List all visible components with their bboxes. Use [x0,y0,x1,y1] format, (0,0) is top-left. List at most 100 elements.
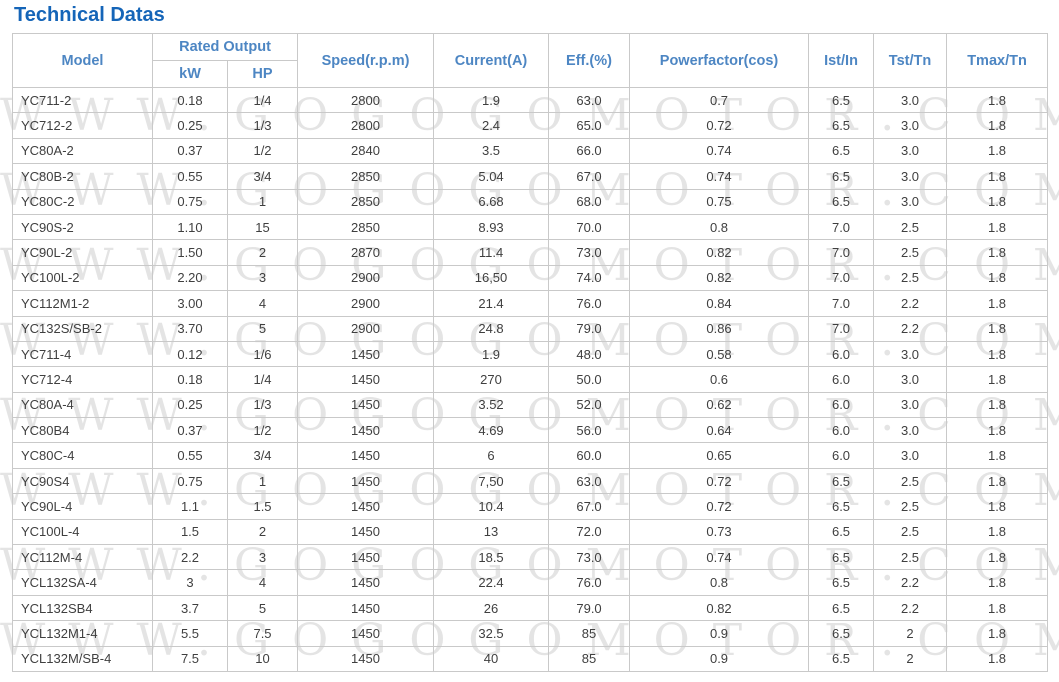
value-cell: 0.74 [629,137,810,165]
value-cell: 72.0 [548,518,631,546]
value-cell: 3.7 [152,594,228,622]
value-cell: 24.8 [433,315,550,342]
value-cell: 1.8 [946,188,1049,215]
value-cell: 1.8 [946,137,1049,165]
value-cell: 2.20 [152,264,228,292]
header-tst-tn: Tst/Tn [873,33,948,88]
model-cell: YCL132SA-4 [12,569,153,596]
value-cell: 5.04 [433,163,550,190]
value-cell: 6.5 [808,467,875,495]
value-cell: 1.8 [946,518,1049,546]
value-cell: 76.0 [548,569,631,596]
value-cell: 2850 [297,163,435,190]
value-cell: 0.84 [629,290,810,317]
value-cell: 3.0 [873,391,948,419]
value-cell: 2.2 [152,544,228,571]
table-row: YCL132M/SB-4 7.5 10 1450 40 85 0.9 6.5 2 1.8 [12,645,1049,672]
value-cell: 1450 [297,391,435,419]
value-cell: 1.8 [946,417,1049,444]
value-cell: 22.4 [433,569,550,596]
value-cell: 4 [226,569,299,596]
table-row: YC112M-4 2.2 3 1450 18.5 73.0 0.74 6.5 2.5 1.8 [12,544,1049,571]
model-cell: YC90L-2 [12,239,153,266]
table-row: YC90L-4 1.1 1.5 1450 10.4 67.0 0.72 6.5 2.5 1.8 [12,493,1049,520]
value-cell: 2 [873,645,948,672]
header-rated-output: Rated Output [151,33,299,61]
value-cell: 3.0 [873,188,948,215]
value-cell: 1.1 [152,493,228,520]
header-row-1: Model Rated Output Speed(r.p.m) Current(… [12,33,1049,88]
header-tmax-tn: Tmax/Tn [946,33,1049,88]
header-ist-in: Ist/In [808,33,875,88]
value-cell: 16,50 [433,264,550,292]
value-cell: 3.0 [873,366,948,393]
value-cell: 0.8 [629,213,810,241]
value-cell: 2.2 [873,594,948,622]
value-cell: 1450 [297,594,435,622]
header-powerfactor: Powerfactor(cos) [629,33,810,88]
value-cell: 6.5 [808,594,875,622]
value-cell: 0.37 [152,137,228,165]
value-cell: 1/2 [226,137,299,165]
value-cell: 1.5 [226,493,299,520]
value-cell: 2.2 [873,290,948,317]
value-cell: 0.25 [152,391,228,419]
value-cell: 32.5 [433,620,550,647]
model-cell: YC80A-2 [12,137,153,165]
value-cell: 63.0 [548,467,631,495]
header-eff: Eff.(%) [548,33,631,88]
value-cell: 0.9 [629,645,810,672]
value-cell: 3/4 [226,163,299,190]
value-cell: 21.4 [433,290,550,317]
value-cell: 0.82 [629,264,810,292]
value-cell: 1.8 [946,213,1049,241]
value-cell: 76.0 [548,290,631,317]
value-cell: 4.69 [433,417,550,444]
model-cell: YCL132SB4 [12,594,153,622]
model-cell: YC80C-4 [12,442,153,469]
value-cell: 2.5 [873,493,948,520]
model-cell: YC100L-2 [12,264,153,292]
value-cell: 2.5 [873,264,948,292]
value-cell: 65.0 [548,112,631,139]
value-cell: 67.0 [548,163,631,190]
value-cell: 0.9 [629,620,810,647]
value-cell: 2900 [297,315,435,342]
table-row: YC711-2 0.18 1/4 2800 1.9 63.0 0.7 6.5 3.0 1.8 [12,86,1049,114]
table-row: YC80B4 0.37 1/2 1450 4.69 56.0 0.64 6.0 3.0 1.8 [12,417,1049,444]
value-cell: 40 [433,645,550,672]
value-cell: 6.0 [808,391,875,419]
value-cell: 6.5 [808,569,875,596]
value-cell: 0.72 [629,467,810,495]
table-row: YC112M1-2 3.00 4 2900 21.4 76.0 0.84 7.0 2.2 1.8 [12,290,1049,317]
value-cell: 0.65 [629,442,810,469]
page-title: Technical Datas [14,4,165,26]
value-cell: 3.0 [873,137,948,165]
value-cell: 50.0 [548,366,631,393]
value-cell: 68.0 [548,188,631,215]
value-cell: 3.0 [873,163,948,190]
value-cell: 270 [433,366,550,393]
value-cell: 3.00 [152,290,228,317]
value-cell: 2.5 [873,518,948,546]
value-cell: 6.0 [808,417,875,444]
value-cell: 1450 [297,544,435,571]
value-cell: 7.5 [226,620,299,647]
value-cell: 74.0 [548,264,631,292]
value-cell: 3.0 [873,417,948,444]
model-cell: YC80B4 [12,417,153,444]
model-cell: YC712-4 [12,366,153,393]
value-cell: 1.9 [433,86,550,114]
value-cell: 60.0 [548,442,631,469]
value-cell: 2.2 [873,569,948,596]
value-cell: 1/4 [226,86,299,114]
value-cell: 0.72 [629,112,810,139]
value-cell: 66.0 [548,137,631,165]
table-row: YCL132M1-4 5.5 7.5 1450 32.5 85 0.9 6.5 2 1.8 [12,620,1049,647]
value-cell: 2800 [297,112,435,139]
value-cell: 1/4 [226,366,299,393]
model-cell: YCL132M/SB-4 [12,645,153,672]
value-cell: 26 [433,594,550,622]
value-cell: 0.55 [152,163,228,190]
value-cell: 1.8 [946,239,1049,266]
